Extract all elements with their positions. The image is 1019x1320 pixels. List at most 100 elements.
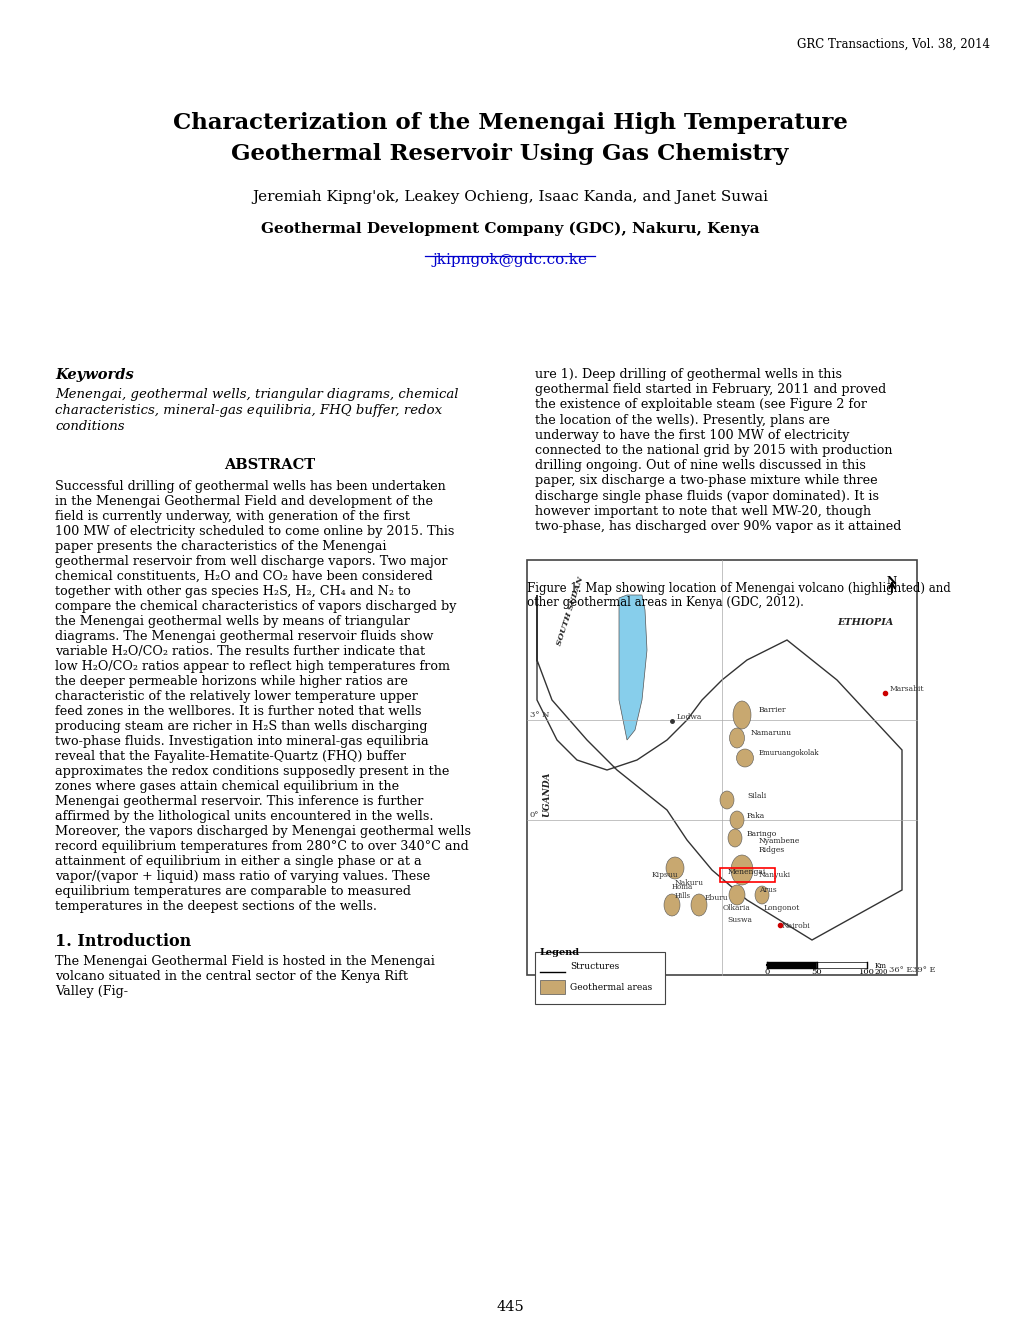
Text: jkipngok@gdc.co.ke: jkipngok@gdc.co.ke bbox=[432, 253, 587, 267]
Ellipse shape bbox=[754, 886, 768, 904]
Text: conditions: conditions bbox=[55, 420, 124, 433]
Text: Characterization of the Menengai High Temperature: Characterization of the Menengai High Te… bbox=[172, 112, 847, 135]
Text: characteristics, mineral-gas equilibria, FHQ buffer, redox: characteristics, mineral-gas equilibria,… bbox=[55, 404, 441, 417]
Text: N: N bbox=[887, 576, 896, 586]
Ellipse shape bbox=[690, 894, 706, 916]
Text: GRC Transactions, Vol. 38, 2014: GRC Transactions, Vol. 38, 2014 bbox=[796, 38, 989, 51]
Text: 0: 0 bbox=[763, 968, 769, 975]
Ellipse shape bbox=[736, 748, 753, 767]
Text: attainment of equilibrium in either a single phase or at a: attainment of equilibrium in either a si… bbox=[55, 855, 421, 869]
Bar bbox=[539, 979, 565, 994]
Text: producing steam are richer in H₂S than wells discharging: producing steam are richer in H₂S than w… bbox=[55, 719, 427, 733]
Polygon shape bbox=[619, 595, 646, 741]
Text: Menengai geothermal reservoir. This inference is further: Menengai geothermal reservoir. This infe… bbox=[55, 795, 423, 808]
Ellipse shape bbox=[719, 791, 734, 809]
Bar bbox=[719, 869, 774, 882]
Text: Geothermal areas: Geothermal areas bbox=[570, 983, 651, 993]
Text: affirmed by the lithological units encountered in the wells.: affirmed by the lithological units encou… bbox=[55, 810, 433, 822]
Text: Baringo: Baringo bbox=[746, 830, 776, 838]
Text: equilibrium temperatures are comparable to measured: equilibrium temperatures are comparable … bbox=[55, 884, 411, 898]
Ellipse shape bbox=[665, 857, 684, 879]
Text: Nairobi: Nairobi bbox=[782, 921, 810, 931]
Text: Suswa: Suswa bbox=[727, 916, 751, 924]
Ellipse shape bbox=[731, 855, 752, 884]
Bar bbox=[535, 952, 664, 1005]
Text: paper, six discharge a two-phase mixture while three: paper, six discharge a two-phase mixture… bbox=[535, 474, 876, 487]
Ellipse shape bbox=[730, 810, 743, 829]
Text: Successful drilling of geothermal wells has been undertaken: Successful drilling of geothermal wells … bbox=[55, 480, 445, 492]
Text: Km: Km bbox=[874, 962, 887, 970]
Text: 3° N: 3° N bbox=[530, 711, 549, 719]
Text: Namarunu: Namarunu bbox=[750, 729, 791, 737]
Text: Barrier: Barrier bbox=[758, 706, 786, 714]
Text: other geothermal areas in Kenya (GDC, 2012).: other geothermal areas in Kenya (GDC, 20… bbox=[527, 597, 803, 609]
Text: 50: 50 bbox=[811, 968, 821, 975]
Text: the deeper permeable horizons while higher ratios are: the deeper permeable horizons while high… bbox=[55, 675, 408, 688]
Text: Nakuru: Nakuru bbox=[675, 879, 703, 887]
Text: geothermal reservoir from well discharge vapors. Two major: geothermal reservoir from well discharge… bbox=[55, 554, 447, 568]
Text: SOUTH SUDAN: SOUTH SUDAN bbox=[554, 576, 584, 647]
Text: Eburu: Eburu bbox=[704, 894, 728, 902]
Text: vapor/(vapor + liquid) mass ratio of varying values. These: vapor/(vapor + liquid) mass ratio of var… bbox=[55, 870, 430, 883]
Text: Kipsuu: Kipsuu bbox=[651, 871, 678, 879]
Text: the location of the wells). Presently, plans are: the location of the wells). Presently, p… bbox=[535, 413, 829, 426]
Text: discharge single phase fluids (vapor dominated). It is: discharge single phase fluids (vapor dom… bbox=[535, 490, 878, 503]
Polygon shape bbox=[536, 595, 901, 940]
Text: the Menengai geothermal wells by means of triangular: the Menengai geothermal wells by means o… bbox=[55, 615, 410, 628]
Text: temperatures in the deepest sections of the wells.: temperatures in the deepest sections of … bbox=[55, 900, 377, 913]
Text: 36° E: 36° E bbox=[889, 966, 912, 974]
Text: Paka: Paka bbox=[746, 812, 764, 820]
Text: Jeremiah Kipng'ok, Leakey Ochieng, Isaac Kanda, and Janet Suwai: Jeremiah Kipng'ok, Leakey Ochieng, Isaac… bbox=[252, 190, 767, 205]
Text: Legend: Legend bbox=[539, 948, 580, 957]
Text: in the Menengai Geothermal Field and development of the: in the Menengai Geothermal Field and dev… bbox=[55, 495, 433, 508]
Text: Lodwa: Lodwa bbox=[677, 713, 702, 721]
Text: Arus: Arus bbox=[758, 886, 776, 894]
Text: ure 1). Deep drilling of geothermal wells in this: ure 1). Deep drilling of geothermal well… bbox=[535, 368, 841, 381]
Text: Geothermal Reservoir Using Gas Chemistry: Geothermal Reservoir Using Gas Chemistry bbox=[231, 143, 788, 165]
Text: drilling ongoing. Out of nine wells discussed in this: drilling ongoing. Out of nine wells disc… bbox=[535, 459, 865, 473]
Text: feed zones in the wellbores. It is further noted that wells: feed zones in the wellbores. It is furth… bbox=[55, 705, 421, 718]
Text: 100 MW of electricity scheduled to come online by 2015. This: 100 MW of electricity scheduled to come … bbox=[55, 525, 453, 539]
Text: Menengai, geothermal wells, triangular diagrams, chemical: Menengai, geothermal wells, triangular d… bbox=[55, 388, 459, 401]
Bar bbox=[527, 560, 916, 975]
Text: the existence of exploitable steam (see Figure 2 for: the existence of exploitable steam (see … bbox=[535, 399, 866, 412]
Text: underway to have the first 100 MW of electricity: underway to have the first 100 MW of ele… bbox=[535, 429, 849, 442]
Ellipse shape bbox=[733, 701, 750, 729]
Text: 39° E: 39° E bbox=[911, 966, 934, 974]
Text: Nanyuki: Nanyuki bbox=[758, 871, 791, 879]
Text: The Menengai Geothermal Field is hosted in the Menengai: The Menengai Geothermal Field is hosted … bbox=[55, 954, 434, 968]
Text: Geothermal Development Company (GDC), Nakuru, Kenya: Geothermal Development Company (GDC), Na… bbox=[261, 222, 758, 236]
Text: Keywords: Keywords bbox=[55, 368, 133, 381]
Text: field is currently underway, with generation of the first: field is currently underway, with genera… bbox=[55, 510, 410, 523]
Text: 0°: 0° bbox=[530, 810, 539, 818]
Text: Marsabit: Marsabit bbox=[890, 685, 923, 693]
Text: two-phase, has discharged over 90% vapor as it attained: two-phase, has discharged over 90% vapor… bbox=[535, 520, 901, 533]
Text: Longonot: Longonot bbox=[763, 904, 800, 912]
Text: Homa
Hills: Homa Hills bbox=[672, 883, 693, 900]
Text: Nyambene
Ridges: Nyambene Ridges bbox=[758, 837, 800, 854]
Text: approximates the redox conditions supposedly present in the: approximates the redox conditions suppos… bbox=[55, 766, 449, 777]
Text: Figure 1. Map showing location of Menengai volcano (highlighted) and: Figure 1. Map showing location of Meneng… bbox=[527, 582, 950, 595]
Text: 200: 200 bbox=[874, 968, 888, 975]
Text: 100: 100 bbox=[858, 968, 874, 975]
Text: 445: 445 bbox=[495, 1300, 524, 1313]
Text: Structures: Structures bbox=[570, 962, 619, 972]
Text: record equilibrium temperatures from 280°C to over 340°C and: record equilibrium temperatures from 280… bbox=[55, 840, 469, 853]
Text: paper presents the characteristics of the Menengai: paper presents the characteristics of th… bbox=[55, 540, 386, 553]
Text: low H₂O/CO₂ ratios appear to reflect high temperatures from: low H₂O/CO₂ ratios appear to reflect hig… bbox=[55, 660, 449, 673]
Ellipse shape bbox=[729, 884, 744, 906]
Text: Olkaria: Olkaria bbox=[722, 904, 750, 912]
Text: ABSTRACT: ABSTRACT bbox=[224, 458, 315, 473]
Text: two-phase fluids. Investigation into mineral-gas equilibria: two-phase fluids. Investigation into min… bbox=[55, 735, 428, 748]
Ellipse shape bbox=[729, 729, 744, 748]
Text: diagrams. The Menengai geothermal reservoir fluids show: diagrams. The Menengai geothermal reserv… bbox=[55, 630, 433, 643]
Text: Menengai: Menengai bbox=[728, 869, 765, 876]
Text: Valley (Fig-: Valley (Fig- bbox=[55, 985, 127, 998]
Text: reveal that the Fayalite-Hematite-Quartz (FHQ) buffer: reveal that the Fayalite-Hematite-Quartz… bbox=[55, 750, 406, 763]
Text: variable H₂O/CO₂ ratios. The results further indicate that: variable H₂O/CO₂ ratios. The results fur… bbox=[55, 645, 425, 657]
Text: volcano situated in the central sector of the Kenya Rift: volcano situated in the central sector o… bbox=[55, 970, 408, 983]
Text: compare the chemical characteristics of vapors discharged by: compare the chemical characteristics of … bbox=[55, 601, 457, 612]
Text: ETHIOPIA: ETHIOPIA bbox=[837, 618, 893, 627]
Text: UGANDA: UGANDA bbox=[541, 771, 550, 817]
Text: 1. Introduction: 1. Introduction bbox=[55, 933, 192, 950]
